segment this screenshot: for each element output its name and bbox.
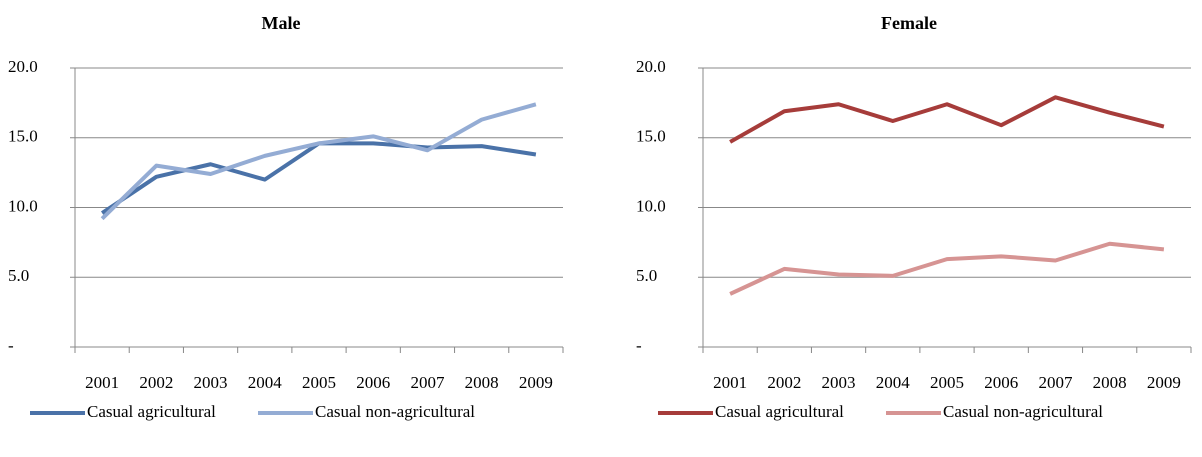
line-series: [729, 95, 1165, 144]
legend-label: Casual agricultural: [715, 402, 844, 421]
x-tick-label: 2001: [713, 373, 747, 392]
x-tick-label: 2006: [356, 373, 390, 392]
line-series: [100, 102, 537, 221]
x-tick-label: 2002: [139, 373, 173, 392]
line-series: [100, 141, 537, 215]
chart-title: Female: [881, 13, 937, 33]
x-tick-label: 2008: [465, 373, 499, 392]
x-tick-label: 2004: [248, 373, 283, 392]
y-tick-label: 20.0: [8, 57, 38, 76]
x-tick-label: 2002: [767, 373, 801, 392]
x-tick-label: 2007: [1038, 373, 1073, 392]
x-tick-label: 2009: [519, 373, 553, 392]
y-tick-label: 15.0: [8, 127, 38, 146]
x-tick-label: 2004: [876, 373, 911, 392]
x-tick-label: 2003: [194, 373, 228, 392]
x-tick-label: 2005: [930, 373, 964, 392]
y-tick-label: 5.0: [636, 266, 657, 285]
y-tick-label: 10.0: [8, 196, 38, 215]
y-tick-label: 10.0: [636, 196, 666, 215]
legend-label: Casual non-agricultural: [315, 402, 475, 421]
x-tick-label: 2003: [822, 373, 856, 392]
y-tick-label: -: [636, 336, 642, 355]
chart-title: Male: [262, 13, 301, 33]
y-tick-label: 20.0: [636, 57, 666, 76]
x-tick-label: 2006: [984, 373, 1018, 392]
legend-label: Casual non-agricultural: [943, 402, 1103, 421]
line-series: [729, 241, 1165, 296]
x-tick-label: 2008: [1093, 373, 1127, 392]
x-tick-label: 2009: [1147, 373, 1181, 392]
y-tick-label: -: [8, 336, 14, 355]
y-tick-label: 15.0: [636, 127, 666, 146]
legend-label: Casual agricultural: [87, 402, 216, 421]
y-tick-label: 5.0: [8, 266, 29, 285]
x-tick-label: 2001: [85, 373, 119, 392]
x-tick-label: 2007: [410, 373, 445, 392]
x-tick-label: 2005: [302, 373, 336, 392]
